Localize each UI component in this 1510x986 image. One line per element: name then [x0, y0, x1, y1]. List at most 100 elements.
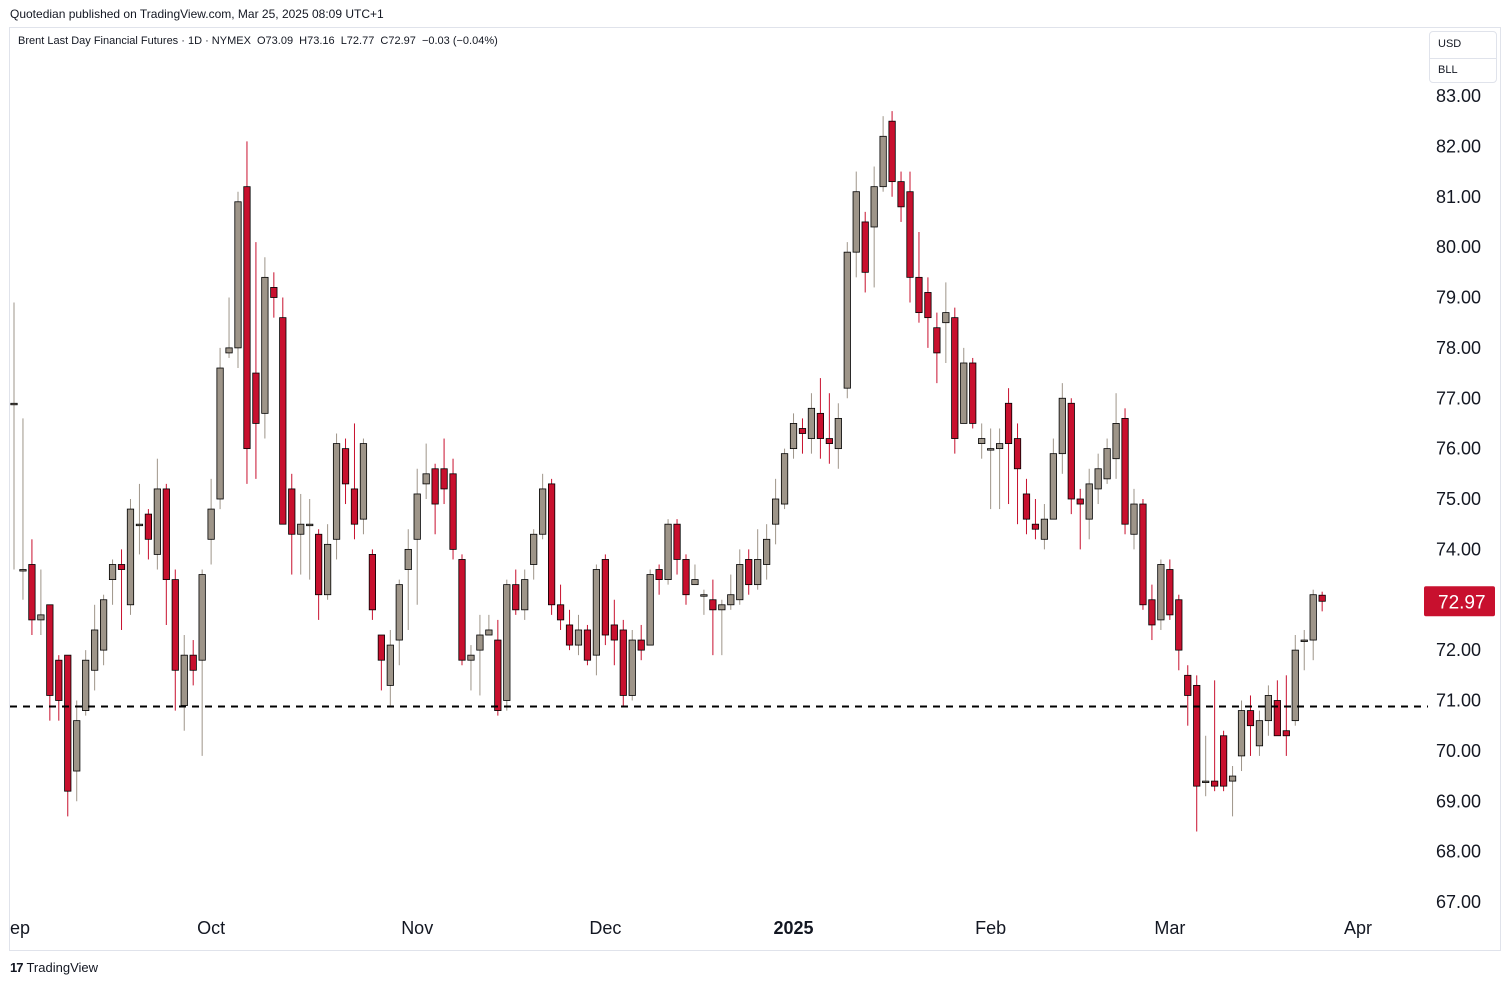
candle-down — [682, 559, 690, 596]
candle-up — [763, 538, 771, 565]
symbol-legend: Brent Last Day Financial Futures · 1D · … — [18, 35, 501, 47]
y-tick-label: 78.00 — [1436, 338, 1481, 358]
candle-up — [664, 523, 672, 580]
candle-up — [807, 407, 816, 439]
candle-up — [530, 533, 538, 565]
candle-up — [1094, 468, 1102, 490]
candle-down — [933, 327, 941, 354]
legend-high: H73.16 — [299, 35, 335, 47]
candle-down — [745, 559, 753, 586]
candle-up — [1255, 720, 1264, 747]
candle-down — [1175, 599, 1183, 651]
candle-up — [754, 559, 762, 586]
candle-up — [180, 654, 188, 706]
y-tick-label: 83.00 — [1436, 86, 1481, 106]
candle-up — [834, 417, 842, 450]
candle-down — [1139, 503, 1147, 606]
candle-up — [987, 448, 995, 451]
candle-up — [100, 599, 108, 651]
y-tick-label: 80.00 — [1436, 237, 1481, 257]
currency-label: USD — [1438, 38, 1462, 50]
candle-up — [978, 438, 986, 444]
candle-up — [126, 508, 135, 606]
tradingview-logo-icon: 17 — [10, 960, 24, 975]
candle-down — [1282, 730, 1290, 737]
candle-up — [207, 508, 215, 540]
candle-down — [162, 488, 170, 580]
candle-up — [19, 569, 27, 572]
candle-up — [413, 493, 421, 540]
candle-down — [1184, 674, 1192, 696]
candle-down — [816, 412, 825, 439]
y-tick-label: 79.00 — [1436, 288, 1481, 308]
candle-up — [592, 569, 601, 656]
candle-down — [548, 483, 556, 606]
legend-close: C72.97 — [380, 35, 416, 47]
candle-down — [117, 564, 126, 570]
candle-up — [1228, 775, 1237, 782]
y-tick-label: 70.00 — [1436, 741, 1481, 761]
footer-branding[interactable]: 17 TradingView — [10, 960, 98, 975]
candle-up — [843, 251, 851, 389]
candle-up — [539, 488, 547, 535]
candle-down — [583, 629, 592, 661]
candle-down — [1166, 569, 1174, 616]
candle-down — [189, 654, 197, 671]
currency-unit-selector[interactable]: USD BLL — [1429, 31, 1497, 83]
x-tick-label: Dec — [589, 918, 621, 938]
candle-down — [64, 654, 72, 792]
x-tick-label: Oct — [197, 918, 225, 938]
candle-up — [960, 362, 968, 424]
candle-up — [198, 574, 206, 661]
candle-up — [476, 634, 484, 651]
candle-up — [736, 564, 744, 601]
candle-down — [1273, 700, 1281, 737]
candle-up — [772, 498, 780, 525]
candle-up — [91, 629, 99, 671]
candle-up — [1309, 594, 1317, 641]
candle-down — [655, 569, 663, 581]
candle-up — [574, 629, 583, 646]
candle-down — [888, 120, 896, 183]
candle-up — [521, 579, 529, 611]
candle-down — [637, 639, 645, 651]
candle-up — [404, 548, 412, 570]
candle-down — [1246, 710, 1255, 727]
candle-up — [870, 186, 878, 228]
x-tick-label: 2025 — [773, 918, 813, 938]
candle-up — [852, 191, 860, 253]
candle-up — [718, 604, 726, 611]
candle-down — [906, 191, 914, 278]
candle-up — [225, 347, 233, 354]
candle-down — [1022, 493, 1031, 520]
candle-down — [440, 468, 448, 490]
legend-symbol: Brent Last Day Financial Futures · 1D · … — [18, 35, 251, 47]
y-tick-label: 77.00 — [1436, 388, 1481, 408]
candle-up — [780, 453, 789, 505]
candle-up — [153, 488, 161, 555]
candle-up — [108, 564, 117, 580]
footer-brand-text: TradingView — [26, 960, 99, 975]
candle-up — [332, 443, 341, 540]
x-tick-label: Mar — [1154, 918, 1185, 938]
candle-down — [350, 488, 359, 525]
last-price-badge — [1424, 586, 1495, 617]
candle-down — [556, 604, 565, 621]
candle-down — [279, 317, 287, 525]
candle-up — [135, 523, 144, 527]
unit-label: BLL — [1438, 64, 1458, 76]
candle-up — [386, 644, 394, 686]
candle-down — [377, 634, 385, 661]
candle-down — [969, 362, 977, 424]
candle-up — [422, 473, 430, 485]
candle-up — [1112, 423, 1120, 460]
y-tick-label: 81.00 — [1436, 187, 1481, 207]
candle-down — [1004, 402, 1013, 444]
candle-up — [727, 594, 735, 606]
candle-down — [1067, 402, 1075, 500]
publisher-caption: Quotedian published on TradingView.com, … — [10, 7, 384, 21]
candle-down — [951, 317, 959, 439]
candle-up — [879, 135, 887, 188]
candle-up — [467, 654, 475, 661]
